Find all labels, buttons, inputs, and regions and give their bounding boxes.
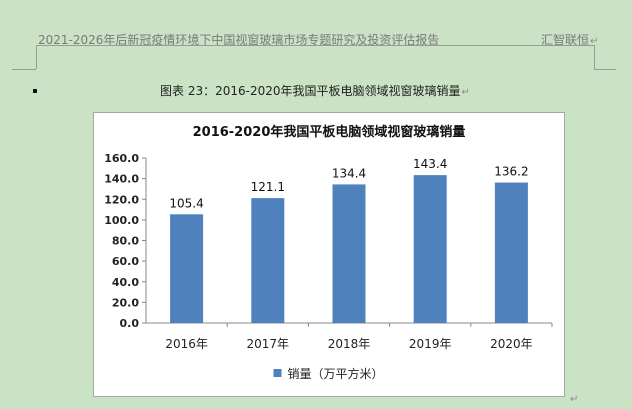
data-label: 105.4 — [169, 196, 203, 210]
data-label: 121.1 — [251, 180, 285, 194]
bar-chart: 2016-2020年我国平板电脑领域视窗玻璃销量 0.0 20.0 40.0 60.0… — [104, 124, 553, 381]
bullet-marker-icon — [33, 89, 37, 93]
page-header: 2021-2026年后新冠疫情环境下中国视窗玻璃市场专题研究及投资评估报告 汇智… — [0, 0, 632, 70]
y-tick-label: 100.0 — [104, 214, 139, 227]
data-label: 136.2 — [494, 165, 528, 179]
bar — [413, 175, 447, 323]
legend-swatch — [273, 369, 282, 377]
x-tick-label: 2019年 — [409, 337, 452, 351]
figure-caption: 图表 23：2016-2020年我国平板电脑领域视窗玻璃销量↵ — [160, 84, 470, 98]
y-tick-label: 60.0 — [112, 255, 139, 268]
x-tick-label: 2017年 — [247, 337, 290, 351]
crop-mark-right — [594, 45, 595, 69]
bar — [494, 182, 528, 323]
bar — [170, 214, 204, 323]
chart-container[interactable]: 2016-2020年我国平板电脑领域视窗玻璃销量 0.0 20.0 40.0 60.0… — [93, 112, 565, 397]
bar — [251, 198, 285, 323]
y-tick-label: 160.0 — [104, 152, 139, 165]
data-label: 143.4 — [413, 157, 447, 171]
paragraph-mark-icon: ↵ — [461, 87, 470, 98]
crop-mark-right-h — [594, 69, 616, 70]
y-tick-label: 80.0 — [112, 235, 139, 248]
data-label: 134.4 — [332, 166, 366, 180]
x-tick-label: 2018年 — [328, 337, 371, 351]
crop-mark-left — [36, 45, 37, 69]
header-rule — [36, 45, 594, 46]
bar — [332, 184, 366, 323]
paragraph-mark-icon: ↵ — [590, 36, 599, 47]
y-tick-label: 40.0 — [112, 276, 139, 289]
chart-title: 2016-2020年我国平板电脑领域视窗玻璃销量 — [193, 124, 466, 140]
x-tick-label: 2016年 — [165, 337, 208, 351]
y-tick-label: 0.0 — [120, 317, 140, 330]
y-tick-label: 140.0 — [104, 173, 139, 186]
x-tick-label: 2020年 — [490, 337, 533, 351]
y-tick-label: 20.0 — [112, 296, 139, 309]
legend-label: 销量（万平方米） — [288, 366, 384, 381]
crop-mark-left-h — [12, 69, 36, 70]
paragraph-mark-icon: ↵ — [570, 394, 579, 405]
header-company-name: 汇智联恒↵ — [541, 33, 599, 47]
header-report-title: 2021-2026年后新冠疫情环境下中国视窗玻璃市场专题研究及投资评估报告 — [38, 33, 440, 47]
y-tick-label: 120.0 — [104, 193, 139, 206]
